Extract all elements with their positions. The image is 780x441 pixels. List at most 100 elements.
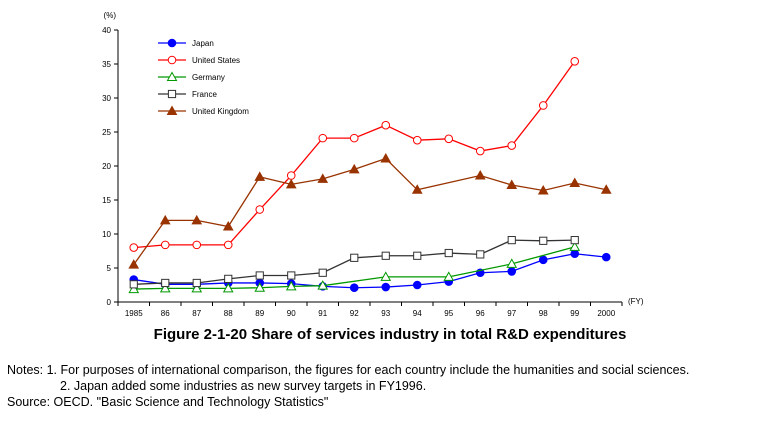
point-united-kingdom [600,184,612,194]
legend-swatch-marker [167,89,177,99]
series-germany [128,241,581,294]
y-tick-label: 40 [102,26,111,35]
y-tick-label: 0 [107,298,112,307]
series-united-states [129,56,580,252]
legend-label: United States [192,56,240,65]
series-united-kingdom [128,153,612,269]
point-germany [254,282,266,292]
x-tick-label: 92 [350,309,359,318]
legend-entry-united-kingdom: United Kingdom [158,105,249,116]
point-japan [507,267,517,276]
point-france [161,278,170,288]
y-tick-label: 5 [107,264,112,273]
point-united-states [318,133,328,143]
y-tick-label: 20 [102,162,111,171]
notes-label: Notes: [7,363,47,377]
point-japan [412,280,422,290]
point-germany [191,282,203,293]
note-item-2: 2. Japan added some industries as new su… [60,379,427,393]
y-tick-label: 30 [102,94,111,103]
x-tick-label: 95 [444,309,453,318]
point-france [444,248,453,258]
series-line-japan [133,253,607,289]
point-united-kingdom [506,179,518,190]
legend-swatch-marker [167,38,177,48]
x-tick-label: 96 [476,309,485,318]
point-united-states [349,133,359,143]
legend-swatch-marker [166,105,178,115]
x-tick-label: 87 [192,309,201,318]
point-germany [443,271,455,281]
point-united-kingdom [380,153,392,163]
x-tick-label: 88 [224,309,233,318]
x-tick-label: 86 [161,309,170,318]
point-united-kingdom [191,214,203,225]
point-united-states [475,146,485,156]
point-japan [349,283,359,293]
point-united-kingdom [159,214,171,225]
series-layer [128,56,612,294]
note-row-2: 2. Japan added some industries as new su… [7,378,772,394]
point-united-kingdom [222,221,234,231]
legend-label: United Kingdom [192,107,249,116]
point-united-kingdom [537,184,549,195]
line-chart: 0 5 10 15 20 25 30 35 40 (%) 1985 86 87 88 89 90 91 92 93 9… [102,11,644,318]
y-tick-label: 15 [102,196,111,205]
point-france [507,236,516,245]
point-united-kingdom [285,178,297,189]
point-japan [570,249,580,259]
figure-title: Figure 2-1-20 Share of services industry… [153,326,627,343]
point-japan [601,252,611,262]
point-france [381,251,390,260]
legend-entry-united-states: United States [158,55,240,65]
y-tick-label: 25 [102,128,111,137]
point-france [287,271,296,280]
point-france [255,271,264,280]
x-tick-label: 98 [539,309,548,318]
legend-label: Germany [192,73,225,82]
point-united-kingdom [348,163,360,174]
point-united-states [412,135,422,145]
point-united-states [538,101,548,110]
x-tick-label: 91 [318,309,327,318]
legend-swatch-marker [166,71,178,81]
x-tick-label: 90 [287,309,296,318]
x-tick-label: 93 [381,309,390,318]
x-tick-label: 2000 [597,309,615,318]
point-united-states [507,141,517,150]
point-germany [380,271,392,281]
legend-entry-france: France [158,89,217,99]
x-tick-label: 99 [570,309,579,318]
x-tick-label: 1985 [125,309,143,318]
series-line-united-kingdom [133,157,607,265]
point-france [413,251,422,260]
series-france [129,236,579,289]
point-united-kingdom [474,170,486,180]
legend: Japan United States Germany France United Ki… [158,38,249,116]
point-united-states [129,243,139,252]
point-france [350,253,359,262]
axes: 0 5 10 15 20 25 30 35 40 (%) 1985 86 87 88 89 90 91 92 93 9… [102,11,644,318]
legend-label: France [192,90,217,99]
point-germany [159,282,171,293]
point-france [192,278,201,288]
point-united-states [192,240,202,250]
point-united-kingdom [569,177,581,187]
y-tick-label: 10 [102,230,111,239]
point-france [476,250,485,259]
point-germany [317,280,329,290]
point-united-kingdom [411,184,423,194]
point-france [129,280,138,289]
point-france [224,274,233,283]
legend-entry-germany: Germany [158,71,225,82]
point-united-kingdom [254,171,266,181]
note-item-1: 1. For purposes of international compari… [46,363,690,377]
legend-swatch-marker [167,55,177,65]
point-united-states [286,171,296,180]
point-germany [128,283,140,294]
notes-block: Notes: 1. For purposes of international … [7,362,772,410]
note-row-1: Notes: 1. For purposes of international … [7,362,772,378]
point-united-states [223,240,233,250]
source-line: Source: OECD. "Basic Science and Technol… [7,395,329,409]
x-tick-label: 94 [413,309,422,318]
